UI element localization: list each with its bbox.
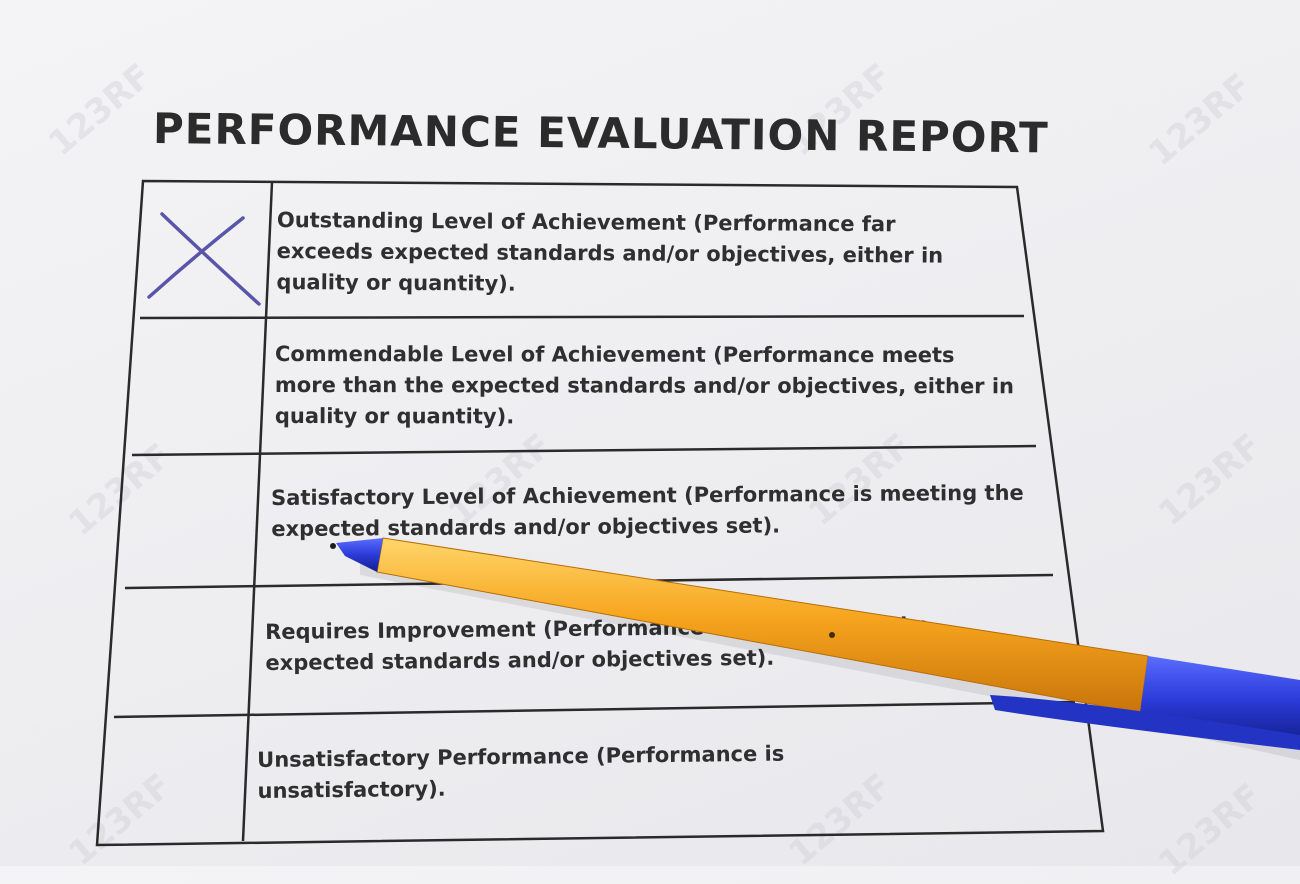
check-mark-icon	[147, 212, 261, 306]
pen-icon	[330, 537, 1300, 760]
